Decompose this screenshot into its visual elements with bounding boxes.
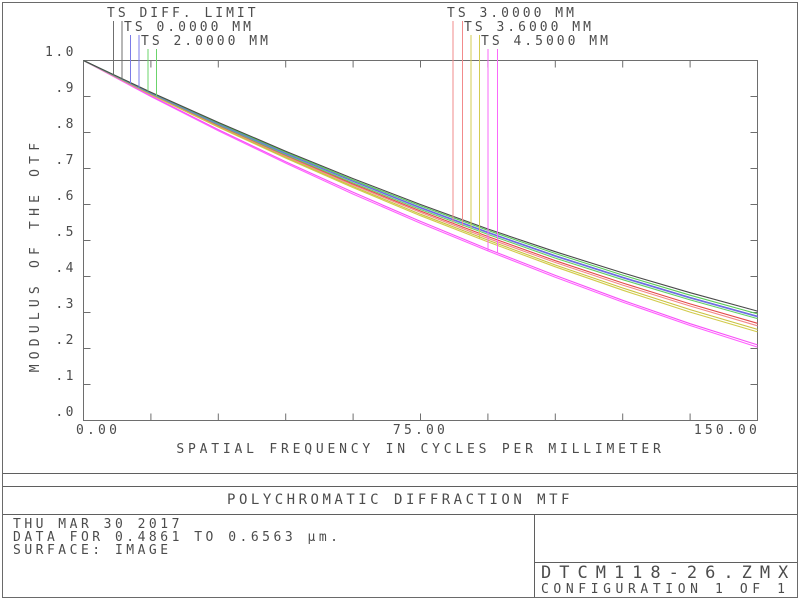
y-tick-label: .1 — [55, 369, 76, 384]
y-tick-label: .4 — [55, 261, 76, 276]
legend-label-2mm: TS 2.0000 MM — [141, 34, 271, 49]
x-tick-label-150: 150.00 — [693, 423, 760, 438]
mtf-chart-svg — [83, 21, 758, 421]
mtf-curve — [83, 60, 758, 317]
legend-label-0mm: TS 0.0000 MM — [124, 20, 254, 35]
mtf-curve — [83, 60, 758, 320]
surface-text: SURFACE: IMAGE — [13, 543, 172, 558]
legend-label-diff-limit: TS DIFF. LIMIT — [107, 6, 259, 21]
x-tick-label-75: 75.00 — [392, 423, 449, 438]
x-axis-title: SPATIAL FREQUENCY IN CYCLES PER MILLIMET… — [176, 442, 665, 457]
divider-titleband-bottom — [3, 514, 797, 515]
file-name-text: DTCM118-26.ZMX — [541, 563, 797, 583]
plot-frame — [83, 60, 758, 421]
mtf-curve — [83, 60, 758, 327]
y-tick-label: .7 — [55, 153, 76, 168]
y-tick-label: .3 — [55, 297, 76, 312]
y-tick-label: .2 — [55, 333, 76, 348]
legend-label-4p5mm: TS 4.5000 MM — [481, 34, 611, 49]
y-tick-label: .6 — [55, 189, 76, 204]
y-tick-label: 1.0 — [45, 45, 76, 60]
legend-label-3p6mm: TS 3.6000 MM — [464, 20, 594, 35]
chart-panel: TS DIFF. LIMIT TS 0.0000 MM TS 2.0000 MM… — [28, 6, 760, 457]
mtf-curve — [83, 60, 758, 333]
divider-config-left — [534, 514, 535, 597]
mtf-curve — [83, 60, 758, 330]
divider-chart-bottom — [3, 473, 797, 474]
x-tick-label-0: 0.00 — [76, 423, 121, 438]
y-tick-label: .8 — [55, 117, 76, 132]
divider-titleband-top — [3, 486, 797, 487]
legend-label-3mm: TS 3.0000 MM — [447, 6, 577, 21]
y-tick-label: .0 — [55, 405, 76, 420]
mtf-title: POLYCHROMATIC DIFFRACTION MTF — [227, 492, 573, 508]
y-tick-label: .9 — [55, 81, 76, 96]
mtf-curve — [83, 60, 758, 324]
mtf-curve — [83, 60, 758, 318]
date-text: THU MAR 30 2017 — [13, 517, 183, 532]
mtf-curve — [83, 60, 758, 348]
mtf-curve — [83, 60, 758, 315]
configuration-text: CONFIGURATION 1 OF 1 — [541, 582, 790, 597]
data-range-text: DATA FOR 0.4861 TO 0.6563 µm. — [13, 530, 342, 545]
mtf-curve — [83, 60, 758, 312]
mtf-curve — [83, 60, 758, 346]
y-tick-label: .5 — [55, 225, 76, 240]
divider-config-top — [534, 562, 797, 563]
